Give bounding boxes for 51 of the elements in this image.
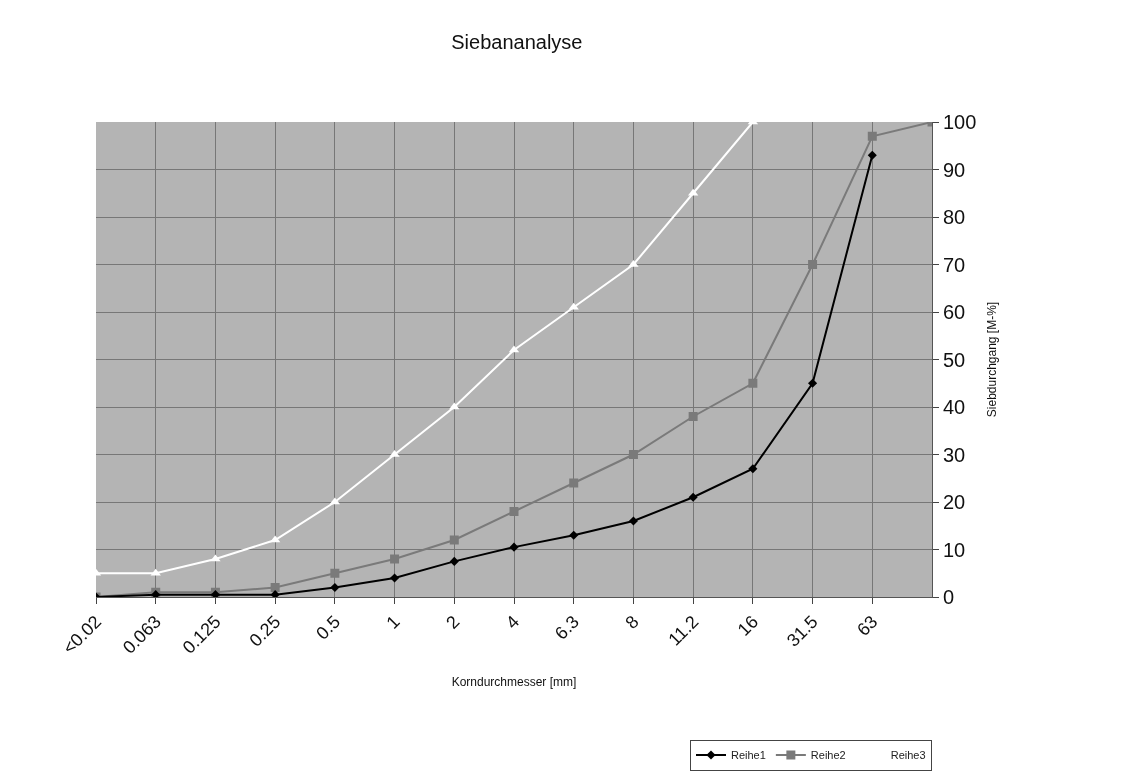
point xyxy=(390,554,400,564)
point xyxy=(270,583,280,592)
x-tick-label: 4 xyxy=(501,611,524,633)
point xyxy=(569,530,579,540)
y-tick-label: 10 xyxy=(943,538,966,561)
y-tick-label: 80 xyxy=(943,206,966,228)
point xyxy=(688,492,698,502)
y-tick-label: 0 xyxy=(943,586,955,608)
chart-title: Siebananalyse xyxy=(451,31,583,54)
point xyxy=(568,302,579,310)
y-tick-label: 40 xyxy=(943,396,966,418)
x-tick-label: 6.3 xyxy=(551,611,583,644)
point xyxy=(150,568,161,576)
point xyxy=(688,412,698,421)
legend-label: Reihe2 xyxy=(810,749,846,762)
point xyxy=(390,573,400,583)
y-tick-label: 50 xyxy=(943,348,966,371)
point xyxy=(628,450,638,459)
text: Reihe3 xyxy=(890,749,926,762)
point xyxy=(449,535,459,545)
x-tick-label: 1 xyxy=(382,611,404,633)
point xyxy=(867,150,877,160)
point xyxy=(330,582,340,593)
point xyxy=(509,542,519,552)
y-tick-label: 100 xyxy=(943,111,977,133)
y-tick-label: 60 xyxy=(943,301,966,323)
x-tick-label: 11.2 xyxy=(664,611,703,650)
y-tick-label: 90 xyxy=(943,158,966,181)
point xyxy=(270,590,280,597)
x-tick-label: 2 xyxy=(442,611,464,633)
x-tick-label: 0.5 xyxy=(312,611,345,644)
point xyxy=(449,556,459,566)
x-tick-label: 63 xyxy=(853,611,882,640)
point xyxy=(449,402,460,410)
x-tick-label: 8 xyxy=(621,611,643,633)
y-axis-title: Siebdurchgang [M-%] xyxy=(985,301,1000,418)
point xyxy=(509,507,519,516)
point xyxy=(569,478,579,488)
legend-label: Reihe1 xyxy=(731,749,766,762)
point xyxy=(867,131,877,141)
x-axis-title: Korndurchmesser [mm] xyxy=(451,674,577,689)
point xyxy=(330,568,340,578)
point xyxy=(748,464,758,474)
point xyxy=(628,516,638,526)
point xyxy=(808,260,818,269)
point xyxy=(748,378,758,388)
point xyxy=(808,378,818,388)
x-tick-label: 16 xyxy=(733,611,763,640)
y-tick-label: 20 xyxy=(943,491,966,513)
y-tick-label: 30 xyxy=(943,443,966,466)
y-tick-label: 70 xyxy=(943,253,966,276)
